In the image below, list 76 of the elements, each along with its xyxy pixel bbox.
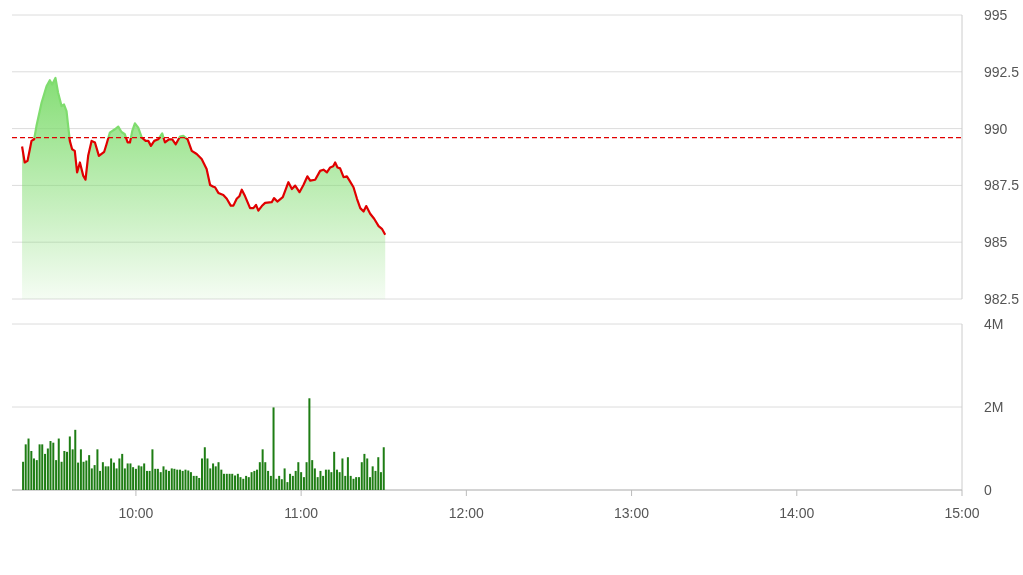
bar [137, 465, 140, 490]
bar [151, 449, 154, 490]
bar [333, 451, 336, 490]
bar [214, 466, 217, 490]
x-tick-label: 11:00 [284, 505, 319, 521]
bar [352, 478, 355, 490]
x-tick-label: 13:00 [614, 505, 650, 521]
bar [74, 429, 77, 490]
bar [217, 462, 220, 490]
bar [382, 447, 385, 490]
bar [52, 442, 55, 490]
bar [118, 458, 121, 490]
bar [195, 475, 198, 490]
bar [371, 466, 374, 490]
bar [41, 444, 44, 490]
bar [324, 469, 327, 490]
bar [143, 463, 146, 490]
bar [225, 473, 228, 490]
x-tick-label: 14:00 [779, 505, 815, 521]
bar [261, 449, 264, 490]
bar [112, 462, 115, 490]
bar [203, 447, 206, 490]
bar [110, 458, 113, 490]
bar [283, 468, 286, 490]
bar [363, 453, 366, 490]
bar [88, 455, 91, 490]
bar [170, 468, 173, 490]
y-tick-label: 995 [984, 6, 1008, 23]
bar [140, 466, 143, 490]
bar [79, 449, 82, 490]
bar [366, 458, 369, 490]
bar [57, 438, 60, 490]
bar [377, 457, 380, 490]
bar [327, 469, 330, 490]
bar [63, 450, 66, 490]
bar [129, 463, 132, 490]
bar [162, 466, 165, 490]
bar [272, 407, 275, 490]
bar [101, 462, 104, 490]
bar [231, 473, 234, 490]
y-tick-label: 990 [984, 120, 1008, 137]
bar [27, 438, 30, 490]
bar [346, 457, 349, 490]
bar [68, 436, 71, 490]
bar [173, 468, 176, 490]
bar [176, 469, 179, 490]
y-tick-label: 992.5 [984, 63, 1020, 80]
x-tick-label: 12:00 [448, 505, 485, 521]
bar [184, 469, 187, 490]
bar [96, 449, 99, 490]
bar [239, 477, 242, 490]
bar [308, 398, 311, 490]
bar [250, 472, 253, 490]
bar [121, 453, 124, 490]
bar [212, 463, 215, 490]
y-tick-label: 0 [984, 481, 992, 498]
bar [228, 473, 231, 490]
bar [341, 458, 344, 490]
bar [319, 470, 322, 490]
y-tick-label: 985 [984, 234, 1008, 251]
bar [126, 463, 129, 490]
bar [38, 444, 41, 490]
bar [278, 475, 281, 490]
y-tick-label: 982.5 [984, 290, 1020, 307]
bar [242, 478, 245, 490]
y-tick-label: 2M [984, 398, 1004, 415]
bar [222, 473, 225, 490]
y-tick-label: 987.5 [984, 177, 1020, 194]
bar [104, 466, 107, 490]
bar [297, 462, 300, 490]
bar [49, 441, 52, 490]
x-tick-label: 15:00 [944, 505, 980, 521]
bar [253, 470, 256, 490]
bar [192, 475, 195, 490]
x-tick-label: 10:00 [118, 505, 154, 521]
y-tick-label: 4M [984, 315, 1004, 332]
